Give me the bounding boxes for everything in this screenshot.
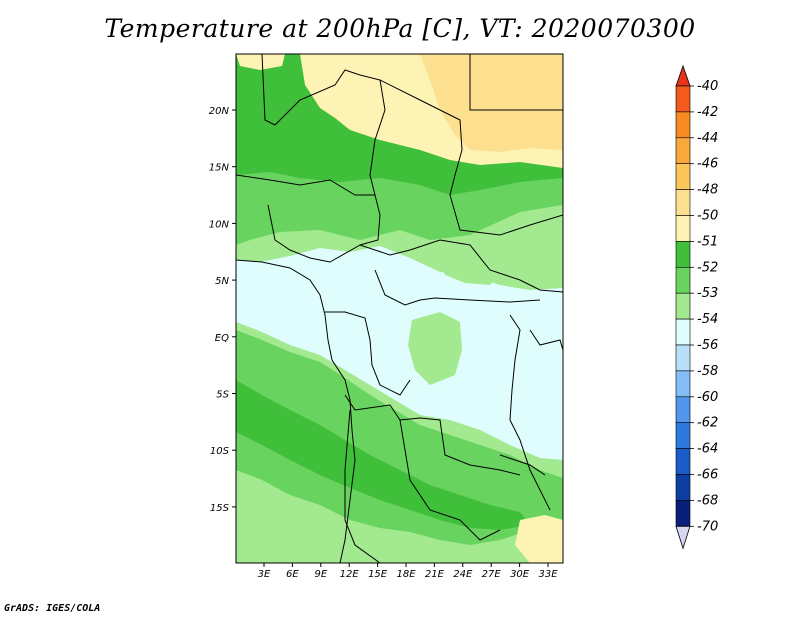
field-51-south xyxy=(236,380,530,530)
x-tick-label: 18E xyxy=(396,569,416,580)
y-axis: 20N 15N 10N 5N EQ 5S 10S 15S xyxy=(209,106,236,514)
country-borders xyxy=(236,54,563,563)
colorbar-label: -58 xyxy=(697,364,718,379)
y-tick-label: 10S xyxy=(210,446,230,457)
colorbar-segment xyxy=(675,370,691,398)
colorbar-segment xyxy=(675,318,691,346)
colorbar-segment xyxy=(675,474,691,501)
colorbar-segment xyxy=(675,137,691,165)
colorbar-bottom-arrow xyxy=(675,525,691,550)
border-line xyxy=(236,174,375,196)
colorbar-label: -53 xyxy=(697,286,718,301)
x-tick-label: 24E xyxy=(453,569,473,580)
x-tick-label: 9E xyxy=(314,569,327,580)
colorbar-segment xyxy=(675,215,691,242)
credit-label: GrADS: IGES/COLA xyxy=(4,603,101,614)
colorbar-segment xyxy=(675,189,691,216)
colorbar-label: -56 xyxy=(697,338,718,353)
colorbar-top-arrow xyxy=(675,64,691,87)
border-line xyxy=(499,454,546,476)
colorbar-label: -54 xyxy=(697,312,718,327)
coastline xyxy=(236,259,356,563)
colorbar-label: -46 xyxy=(697,157,718,172)
y-tick-label: 20N xyxy=(209,106,230,117)
field-53-patch-center xyxy=(408,312,462,385)
border-line xyxy=(399,419,501,541)
colorbar-segment xyxy=(675,163,691,190)
border-line xyxy=(325,311,411,396)
x-tick-label: 6E xyxy=(286,569,299,580)
colorbar-segment xyxy=(675,266,691,294)
y-tick-label: 10N xyxy=(209,219,230,230)
colorbar-label: -51 xyxy=(697,234,718,249)
colorbar-label: -52 xyxy=(697,260,718,275)
chart-title: Temperature at 200hPa [C], VT: 202007030… xyxy=(104,14,696,43)
field-54-congo xyxy=(236,246,563,460)
colorbar-label: -48 xyxy=(697,183,718,198)
colorbar-label: -60 xyxy=(697,390,718,405)
x-tick-label: 33E xyxy=(538,569,558,580)
colorbar: -40 -42 -44 -46 -48 -50 -51 -52 -53 -54 -56 -58 -60 -… xyxy=(675,64,718,550)
y-tick-label: 5S xyxy=(216,390,229,401)
border-line xyxy=(344,394,521,476)
colorbar-segment xyxy=(675,500,691,527)
border-line xyxy=(374,269,541,306)
x-tick-label: 15E xyxy=(368,569,388,580)
y-tick-label: 15N xyxy=(209,163,230,174)
border-line xyxy=(267,204,563,293)
colorbar-segment xyxy=(675,448,691,475)
colorbar-label: -68 xyxy=(697,493,718,508)
colorbar-label: -66 xyxy=(697,468,718,483)
y-tick-label: EQ xyxy=(215,333,229,344)
x-tick-label: 3E xyxy=(258,569,271,580)
colorbar-label: -40 xyxy=(697,79,718,94)
colorbar-segment xyxy=(675,292,691,320)
temperature-field xyxy=(236,54,563,563)
border-line xyxy=(344,409,381,563)
colorbar-segment xyxy=(675,422,691,449)
border-line xyxy=(509,314,551,511)
y-tick-label: 5N xyxy=(215,276,229,287)
x-tick-label: 27E xyxy=(482,569,502,580)
colorbar-label: -44 xyxy=(697,131,718,146)
x-tick-label: 30E xyxy=(510,569,530,580)
border-line xyxy=(469,54,563,111)
x-tick-label: 12E xyxy=(340,569,360,580)
field-50-southeast xyxy=(515,515,563,563)
plot-frame xyxy=(235,53,564,564)
colorbar-segment xyxy=(675,111,691,139)
x-tick-label: 21E xyxy=(425,569,445,580)
x-axis: 3E 6E 9E 12E 15E 18E 21E 24E 27E 30E 33E xyxy=(258,563,558,580)
border-line xyxy=(379,79,563,236)
border-line xyxy=(529,329,563,351)
colorbar-label: -64 xyxy=(697,442,718,457)
field-53-south xyxy=(236,470,563,563)
colorbar-segment xyxy=(675,344,691,372)
colorbar-segment xyxy=(675,396,691,423)
colorbar-segment xyxy=(675,85,691,113)
field-53-patch-north xyxy=(440,260,500,285)
colorbar-label: -50 xyxy=(697,209,718,224)
field-50-west xyxy=(236,54,285,70)
y-tick-label: 15S xyxy=(210,503,230,514)
field-48-ne-sahara xyxy=(420,54,563,152)
colorbar-label: -42 xyxy=(697,105,718,120)
colorbar-segment xyxy=(675,241,691,268)
colorbar-label: -62 xyxy=(697,416,718,431)
colorbar-label: -70 xyxy=(697,519,718,534)
